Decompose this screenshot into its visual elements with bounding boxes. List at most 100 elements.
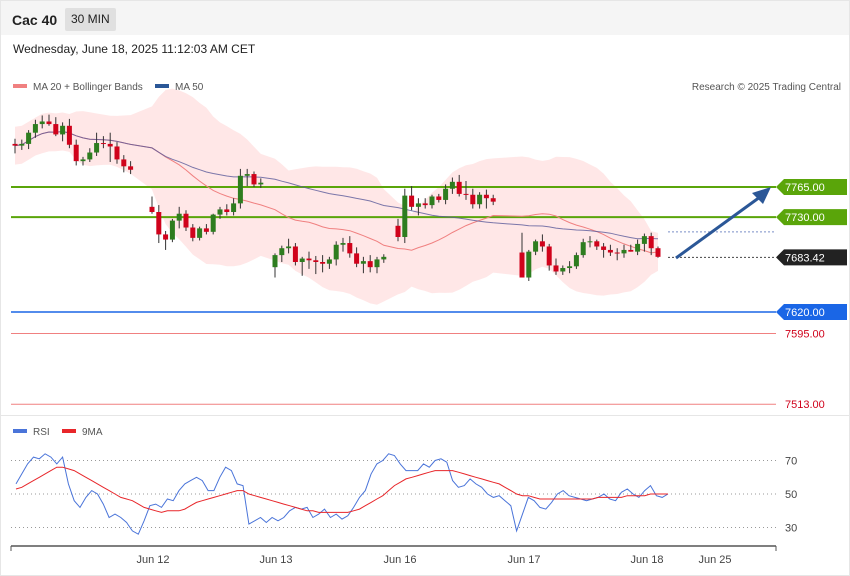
candle (347, 236, 353, 258)
candle (60, 122, 66, 142)
candle-body (519, 252, 525, 278)
credit-text: Research © 2025 Trading Central (692, 82, 841, 93)
candle-body (251, 174, 257, 185)
candle-body (641, 236, 647, 244)
candle (306, 251, 312, 269)
candle (121, 155, 127, 173)
candle (190, 224, 196, 242)
candle-body (73, 144, 79, 162)
candle (477, 192, 483, 209)
candle-body (546, 246, 552, 266)
candle-body (244, 174, 250, 176)
candle (463, 180, 469, 200)
candle-body (258, 182, 264, 185)
candle (580, 238, 586, 258)
candle (539, 234, 545, 252)
candle (292, 243, 298, 266)
candle-body (607, 249, 613, 253)
candle-body (87, 152, 93, 160)
x-tick-label: Jun 16 (383, 554, 416, 566)
x-tick-label: Jun 18 (630, 554, 663, 566)
rsi-legend-swatch (13, 429, 27, 433)
candle-body (655, 248, 661, 257)
candle-body (19, 143, 25, 146)
candle (648, 232, 654, 256)
rsi-tick-label: 30 (785, 523, 797, 535)
x-tick-label: Jun 13 (259, 554, 292, 566)
candle-body (60, 125, 66, 135)
candle-body (567, 266, 573, 269)
candle-body (156, 212, 162, 235)
candle (429, 194, 435, 209)
candle-body (533, 241, 539, 252)
candle (237, 168, 243, 209)
candle (354, 247, 360, 268)
candle (244, 168, 250, 187)
candle-body (80, 159, 86, 162)
candle-body (580, 242, 586, 256)
candle-body (114, 146, 120, 160)
candle (340, 237, 346, 252)
candle-body (197, 228, 203, 238)
support-label: 7513.00 (785, 399, 825, 411)
candle-body (415, 203, 421, 207)
candle (87, 148, 93, 162)
candle (299, 256, 305, 276)
candle-body (53, 124, 59, 135)
candle-body (621, 249, 627, 254)
candle (39, 115, 45, 129)
candle-body (237, 175, 243, 204)
candle (573, 252, 579, 269)
x-tick-label: Jun 12 (136, 554, 169, 566)
candle-body (210, 214, 216, 232)
candle (614, 248, 620, 261)
candle (107, 132, 113, 162)
candle-body (648, 236, 654, 249)
support-label: 7620.00 (785, 307, 825, 319)
candle-body (149, 206, 155, 212)
candle-body (26, 132, 32, 144)
candle-body (46, 121, 52, 125)
candle-body (279, 248, 285, 256)
candle (436, 193, 442, 203)
candle-body (422, 203, 428, 206)
candle-body (601, 246, 607, 250)
candle-body (470, 194, 476, 205)
candle-body (443, 188, 449, 200)
candle-body (326, 259, 332, 264)
candle-body (313, 260, 319, 262)
candle (519, 232, 525, 278)
candle-body (587, 241, 593, 243)
candle-body (436, 196, 442, 200)
candle-body (292, 246, 298, 262)
candle (422, 198, 428, 209)
current-price-label: 7683.42 (785, 252, 825, 264)
candle (490, 194, 496, 206)
candle (374, 256, 380, 274)
candle (395, 218, 401, 242)
candle-body (429, 196, 435, 206)
candle (100, 136, 106, 149)
rsi-tick-label: 50 (785, 489, 797, 501)
candle-body (395, 225, 401, 237)
candle-body (217, 209, 223, 215)
candle (286, 238, 292, 254)
candle (601, 243, 607, 258)
candle (360, 256, 366, 274)
candle-body (449, 181, 455, 189)
timeframe-button[interactable]: 30 MIN (65, 8, 116, 31)
candle (546, 243, 552, 271)
support-label: 7595.00 (785, 329, 825, 341)
rsi-legend-label: RSI (33, 427, 50, 438)
candle (567, 261, 573, 274)
candle-body (100, 143, 106, 145)
candle (367, 255, 373, 273)
candle (53, 117, 59, 137)
candle-body (347, 243, 353, 254)
ma50-legend-swatch (155, 84, 169, 88)
candle (313, 255, 319, 275)
candle-body (635, 243, 641, 252)
candle (169, 218, 175, 243)
candle-body (354, 253, 360, 264)
